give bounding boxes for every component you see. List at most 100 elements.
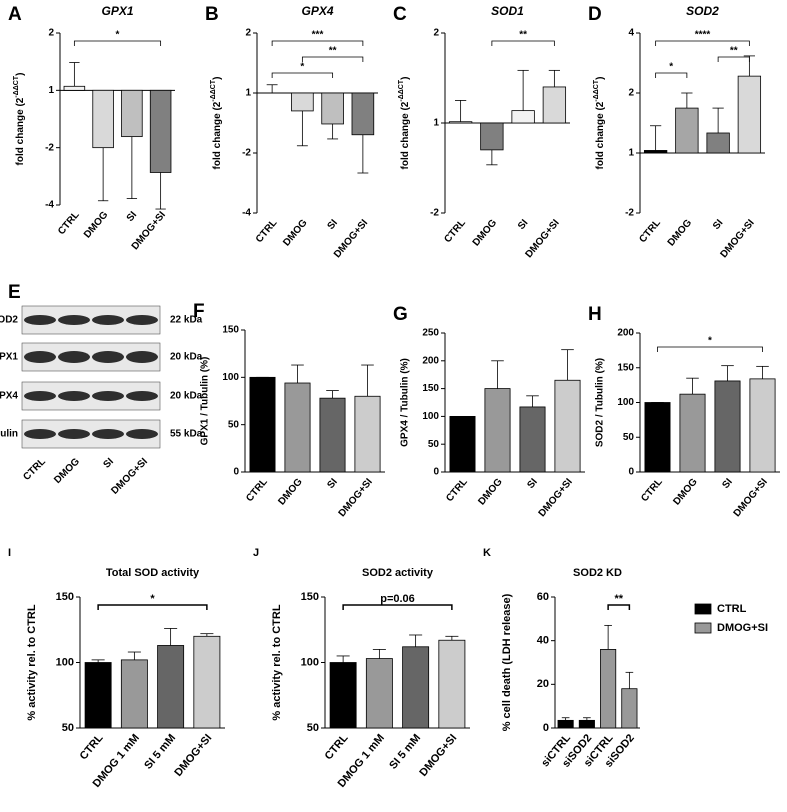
y-tick-label: -4 [45,200,54,211]
chart-title: Total SOD activity [106,567,200,579]
y-axis-label-part: -ΔΔCT [13,75,20,97]
blot-band [24,351,56,363]
bar [644,402,671,473]
panel-letter: B [205,4,219,25]
bar [157,645,185,729]
bar [92,89,114,149]
y-tick-label: 50 [228,419,240,430]
significance-bracket [342,604,453,610]
significance-bracket [491,40,555,46]
y-axis-label: % cell death (LDH release) [501,593,513,731]
protein-label: GPX1 [0,352,18,363]
significance-label: * [300,62,304,73]
significance-label: * [150,593,155,605]
significance-label: * [708,336,712,347]
y-tick-label: 100 [301,656,319,668]
y-tick-label: 200 [617,328,634,339]
protein-label: GPX4 [0,391,18,402]
bar [351,92,375,136]
y-tick-label: 150 [422,383,439,394]
bar [365,658,393,729]
bar [84,662,112,729]
significance-label: * [669,62,673,73]
y-tick-label: 150 [617,362,634,373]
y-tick-label: 60 [537,591,549,603]
bar [542,86,567,124]
bar [449,415,476,473]
bar [438,639,466,729]
size-label: 20 kDa [170,391,203,402]
blot-band [24,315,56,325]
blot-band [126,351,158,363]
bar [679,393,706,473]
significance-bracket [271,40,364,46]
chart-title: SOD2 activity [362,567,434,579]
y-axis-label-part: -ΔΔCT [210,79,217,101]
bar [63,85,86,91]
y-tick-label: 0 [543,722,549,734]
y-tick-label: 50 [307,722,319,734]
y-tick-label: 150 [301,591,319,603]
bar [557,719,574,729]
y-axis-label: % activity rel. to CTRL [271,604,283,720]
significance-label: ** [614,593,623,605]
blot-band [92,429,124,439]
chart-title: SOD1 [491,4,524,18]
significance-bracket [717,56,750,62]
blot-band [92,315,124,325]
panel-letter: J [253,547,259,559]
blot-band [58,351,90,363]
blot-band [58,429,90,439]
chart-title: SOD2 KD [573,567,622,579]
significance-bracket [607,604,631,610]
bar [578,719,595,729]
y-tick-label: 2 [245,28,251,39]
y-tick-label: 100 [56,656,74,668]
significance-label: p=0.06 [380,593,415,605]
panel-letter: C [393,4,407,25]
y-tick-label: -2 [242,148,251,159]
bar [249,376,276,473]
significance-bracket [657,346,763,352]
blot-band [58,315,90,325]
panel-letter: D [588,4,602,25]
y-axis-label: fold change (2-ΔΔCT) [398,77,410,170]
significance-label: *** [312,30,324,41]
bar [480,122,504,151]
y-axis-label-part: fold change (2 [595,101,606,169]
panel-letter: H [588,304,602,325]
y-tick-label: 100 [222,372,239,383]
y-tick-label: 150 [222,325,239,336]
significance-label: **** [695,30,711,41]
y-tick-label: 250 [422,328,439,339]
blot-band [126,315,158,325]
significance-label: ** [730,46,738,57]
bar [706,132,730,154]
bar [291,92,314,112]
bar [643,150,668,154]
y-axis-label: fold change (2-ΔΔCT) [13,73,25,166]
bar [519,406,546,473]
bar [121,89,143,138]
y-tick-label: -4 [242,208,251,219]
y-tick-label: 50 [623,432,635,443]
y-tick-label: 2 [433,28,439,39]
panel-letter: A [8,4,22,25]
protein-label: SOD2 [0,315,18,326]
chart-title: GPX4 [301,4,333,18]
bar [621,688,638,729]
y-tick-label: 4 [628,28,634,39]
bar [354,395,381,473]
legend-swatch [694,603,712,615]
legend-swatch [694,622,712,634]
panel-letter: F [193,301,205,322]
y-axis-label-part: ) [15,73,26,76]
blot-band [92,351,124,363]
y-axis-label-part: fold change (2 [15,97,26,165]
y-axis-label: SOD2 / Tubulin (%) [595,358,606,447]
y-axis-label: GPX1 / Tubulin (%) [200,357,211,446]
y-tick-label: -2 [430,208,439,219]
blot-band [92,391,124,401]
